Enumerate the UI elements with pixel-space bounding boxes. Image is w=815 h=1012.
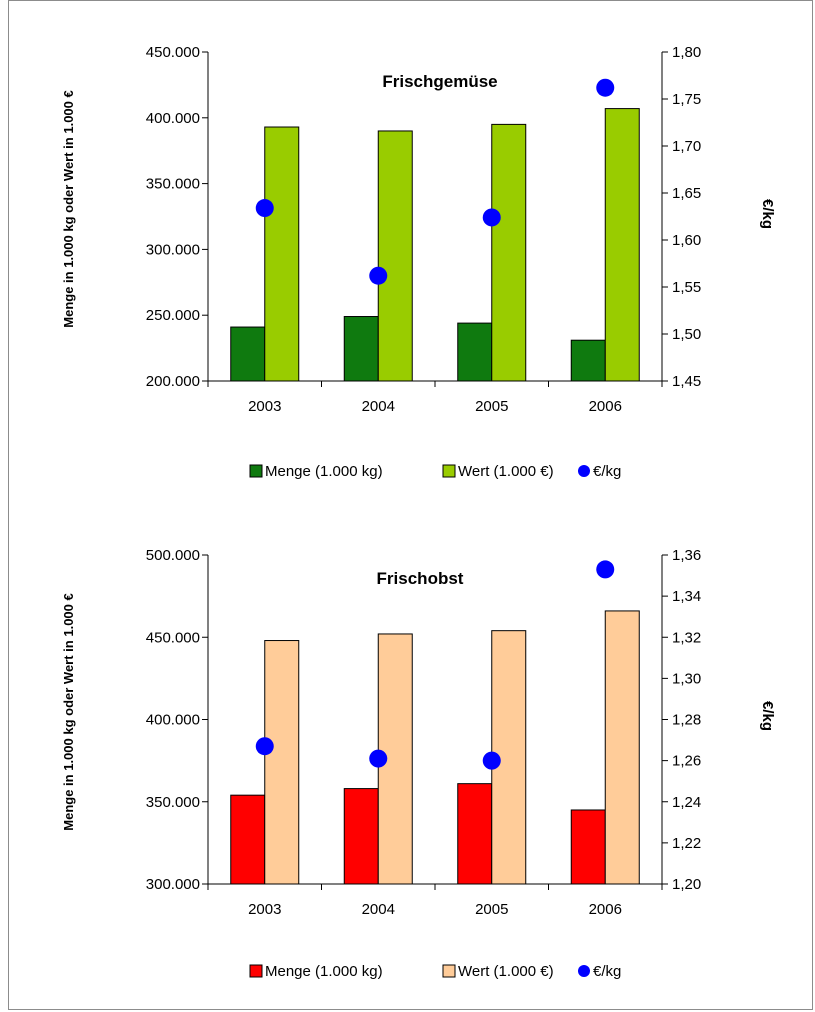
right-tick-label: 1,80 [672,44,701,61]
right-tick-label: 1,36 [672,547,701,564]
right-tick-label: 1,65 [672,185,701,202]
x-tick-label-2006: 2006 [589,901,622,918]
legend-swatch-2 [578,465,590,477]
x-tick-label-2004: 2004 [362,398,395,415]
right-tick-label: 1,22 [672,835,701,852]
chart-2-right-axis-title: €/kg [759,701,776,731]
point-eur-per-kg-2006 [596,560,615,579]
right-tick-label: 1,75 [672,91,701,108]
legend-label-2: €/kg [593,463,621,480]
point-eur-per-kg-2003 [255,737,274,756]
bar-menge-2004 [343,788,379,885]
chart-1-title: Frischgemüse [382,72,497,91]
legend-label-2: €/kg [593,963,621,980]
bar-menge-2005 [457,783,493,885]
left-tick-label: 200.000 [146,373,200,390]
right-tick-label: 1,60 [672,232,701,249]
bar-wert-2006 [604,108,640,382]
x-tick-label-2006: 2006 [589,398,622,415]
bar-menge-2003 [230,326,266,382]
left-tick-label: 350.000 [146,794,200,811]
point-eur-per-kg-2004 [369,749,388,768]
legend-swatch-2 [578,965,590,977]
bar-menge-2006 [570,809,606,885]
right-tick-label: 1,30 [672,670,701,687]
legend-swatch-1 [442,964,456,978]
chart-1-left-axis-title: Menge in 1.000 kg oder Wert in 1.000 € [61,90,76,327]
right-tick-label: 1,26 [672,753,701,770]
bar-wert-2006 [604,610,640,885]
left-tick-label: 450.000 [146,629,200,646]
right-tick-label: 1,24 [672,794,701,811]
right-tick-label: 1,50 [672,326,701,343]
chart-2: 2003 2004 2005 2006 300.000 350.000 400.000 450… [146,547,701,980]
bar-menge-2004 [343,316,379,382]
legend-label-1: Wert (1.000 €) [458,963,554,980]
bar-menge-2005 [457,322,493,382]
bar-wert-2003 [264,640,300,885]
right-tick-label: 1,20 [672,876,701,893]
point-eur-per-kg-2006 [596,78,615,97]
legend-swatch-0 [249,464,263,478]
right-tick-label: 1,70 [672,138,701,155]
left-tick-label: 450.000 [146,44,200,61]
right-tick-label: 1,34 [672,588,701,605]
bar-wert-2004 [377,130,413,382]
point-eur-per-kg-2003 [255,199,274,218]
left-tick-label: 400.000 [146,712,200,729]
right-tick-label: 1,32 [672,629,701,646]
left-tick-label: 350.000 [146,176,200,193]
x-tick-label-2003: 2003 [248,901,281,918]
left-tick-label: 300.000 [146,876,200,893]
left-tick-label: 300.000 [146,241,200,258]
chart-2-title: Frischobst [377,569,464,588]
x-tick-label-2005: 2005 [475,901,508,918]
point-eur-per-kg-2005 [482,751,501,770]
chart-1: 2003 2004 2005 2006 200.000 250.000 300.000 350… [146,44,701,480]
bar-wert-2003 [264,126,300,382]
point-eur-per-kg-2004 [369,266,388,285]
bar-wert-2005 [491,123,527,382]
legend-swatch-1 [442,464,456,478]
left-tick-label: 500.000 [146,547,200,564]
x-tick-label-2005: 2005 [475,398,508,415]
bar-menge-2003 [230,794,266,885]
legend-swatch-0 [249,964,263,978]
legend-label-0: Menge (1.000 kg) [265,963,383,980]
left-tick-label: 400.000 [146,110,200,127]
bar-menge-2006 [570,339,606,382]
chart-1-right-axis-title: €/kg [759,199,776,229]
legend-label-0: Menge (1.000 kg) [265,463,383,480]
x-tick-label-2003: 2003 [248,398,281,415]
legend-label-1: Wert (1.000 €) [458,463,554,480]
x-tick-label-2004: 2004 [362,901,395,918]
right-tick-label: 1,55 [672,279,701,296]
chart-2-left-axis-title: Menge in 1.000 kg oder Wert in 1.000 € [61,593,76,830]
right-tick-label: 1,28 [672,712,701,729]
right-tick-label: 1,45 [672,373,701,390]
left-tick-label: 250.000 [146,307,200,324]
point-eur-per-kg-2005 [482,208,501,227]
